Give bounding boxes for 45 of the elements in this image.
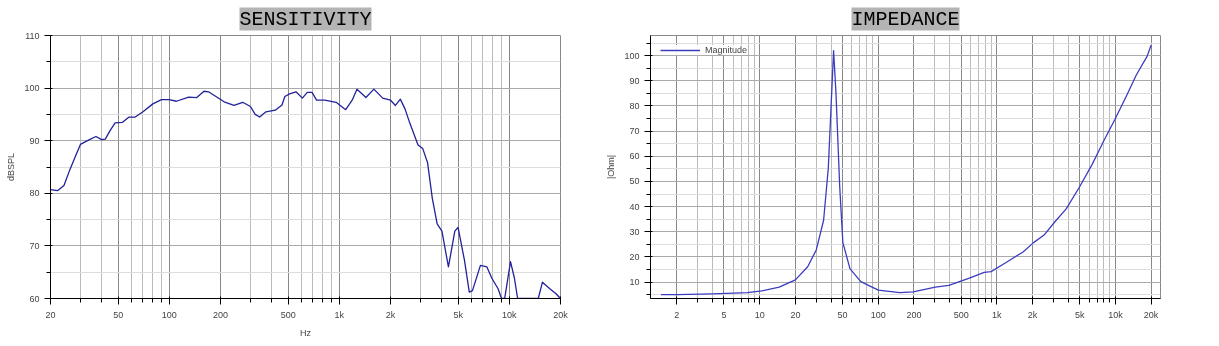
x-tick-label: 10 [754, 309, 765, 320]
x-tick-label: 1k [992, 309, 1003, 320]
chart-title: SENSITIVITY [239, 7, 372, 31]
x-tick-label: 1k [334, 309, 345, 320]
y-tick-label: 100 [24, 83, 40, 94]
y-tick-label: 60 [29, 293, 40, 304]
x-tick-label: 20 [790, 309, 801, 320]
x-tick-label: 20k [1143, 309, 1159, 320]
y-tick-label: 90 [629, 75, 640, 86]
x-tick-label: 5k [453, 309, 464, 320]
x-tick-label: 2 [674, 309, 680, 320]
y-tick-label: 70 [29, 240, 40, 251]
y-tick-label: 110 [25, 30, 40, 41]
chart-title: IMPEDANCE [851, 7, 960, 31]
x-tick-label: 2k [1027, 309, 1038, 320]
y-tick-label: 10 [629, 277, 640, 288]
x-tick-label: 10k [1108, 309, 1124, 320]
x-tick-label: 5 [721, 309, 727, 320]
x-tick-label: 500 [953, 309, 969, 320]
y-axis-title: |Ohm| [606, 154, 617, 180]
x-tick-label: 50 [113, 309, 124, 320]
y-tick-label: 100 [624, 50, 640, 61]
x-tick-label: 200 [906, 309, 922, 320]
x-tick-label: 500 [280, 309, 296, 320]
y-tick-label: 30 [629, 226, 640, 237]
x-tick-label: 100 [161, 309, 177, 320]
y-axis-title: dBSPL [6, 152, 17, 182]
x-tick-label: 50 [837, 309, 848, 320]
legend-label: Magnitude [705, 45, 748, 55]
y-tick-label: 80 [29, 188, 40, 199]
y-tick-label: 40 [629, 201, 640, 212]
y-tick-label: 60 [629, 151, 640, 162]
y-tick-label: 50 [629, 176, 640, 187]
x-axis-title: Hz [300, 327, 312, 338]
y-tick-label: 20 [629, 251, 640, 262]
y-tick-label: 80 [629, 100, 640, 111]
x-tick-label: 200 [212, 309, 229, 320]
x-tick-label: 5k [1074, 309, 1085, 320]
x-tick-label: 20 [45, 309, 56, 320]
y-tick-label: 70 [629, 126, 640, 137]
y-tick-label: 90 [29, 135, 40, 146]
x-tick-label: 20k [553, 309, 569, 320]
x-tick-label: 100 [870, 309, 886, 320]
x-tick-label: 2k [385, 309, 396, 320]
x-tick-label: 10k [502, 309, 518, 320]
